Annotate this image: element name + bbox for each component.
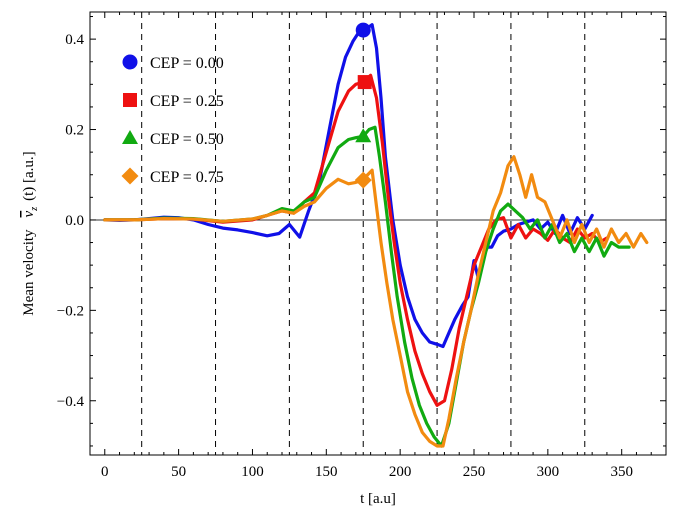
peak-marker-3 (354, 171, 372, 189)
y-tick-label: 0.2 (65, 123, 84, 139)
y-tick-label: −0.4 (57, 394, 85, 410)
legend-marker-1 (123, 93, 137, 107)
y-axis-label-subscript: z (29, 207, 40, 212)
y-tick-label: −0.2 (57, 303, 84, 319)
y-axis-label-prefix: Mean velocity (21, 229, 37, 316)
x-tick-label: 50 (171, 464, 186, 480)
peak-marker-1 (357, 75, 372, 90)
peak-marker-2 (355, 128, 372, 143)
legend-label-0: CEP = 0.00 (150, 55, 224, 72)
legend-label-1: CEP = 0.25 (150, 93, 224, 110)
axis-ticks: 0 50 100 150 200 250 300 350 0.4 0.2 0.0 −0.2 −0.4 (57, 12, 667, 480)
series-line-0 (103, 23, 594, 349)
peak-markers (354, 22, 372, 189)
y-axis-label-symbol: v (21, 210, 37, 217)
y-axis-label: Mean velocity vz (t) [a.u.] (21, 151, 40, 315)
y-tick-label: 0.4 (65, 32, 84, 48)
x-tick-label: 100 (241, 464, 264, 480)
legend-label-3: CEP = 0.75 (150, 169, 224, 186)
peak-marker-0 (355, 22, 371, 38)
plot-frame (89, 11, 667, 456)
legend-label-2: CEP = 0.50 (150, 131, 224, 148)
x-tick-label: 300 (537, 464, 560, 480)
x-tick-label: 0 (101, 464, 109, 480)
x-tick-label: 150 (315, 464, 338, 480)
series-line-2 (103, 125, 631, 448)
x-tick-label: 250 (463, 464, 486, 480)
x-tick-label: 200 (389, 464, 412, 480)
legend-marker-3 (121, 167, 139, 185)
legend: CEP = 0.00 CEP = 0.25 CEP = 0.50 CEP = 0.75 (121, 54, 224, 186)
series-lines (103, 23, 649, 448)
x-tick-label: 350 (610, 464, 633, 480)
series-line-3 (103, 155, 649, 448)
y-axis-label-suffix: (t) [a.u.] (21, 151, 37, 201)
x-axis-label: t [a.u] (360, 491, 396, 507)
legend-marker-0 (122, 54, 138, 70)
legend-marker-2 (122, 130, 138, 144)
y-tick-label: 0.0 (65, 213, 84, 229)
